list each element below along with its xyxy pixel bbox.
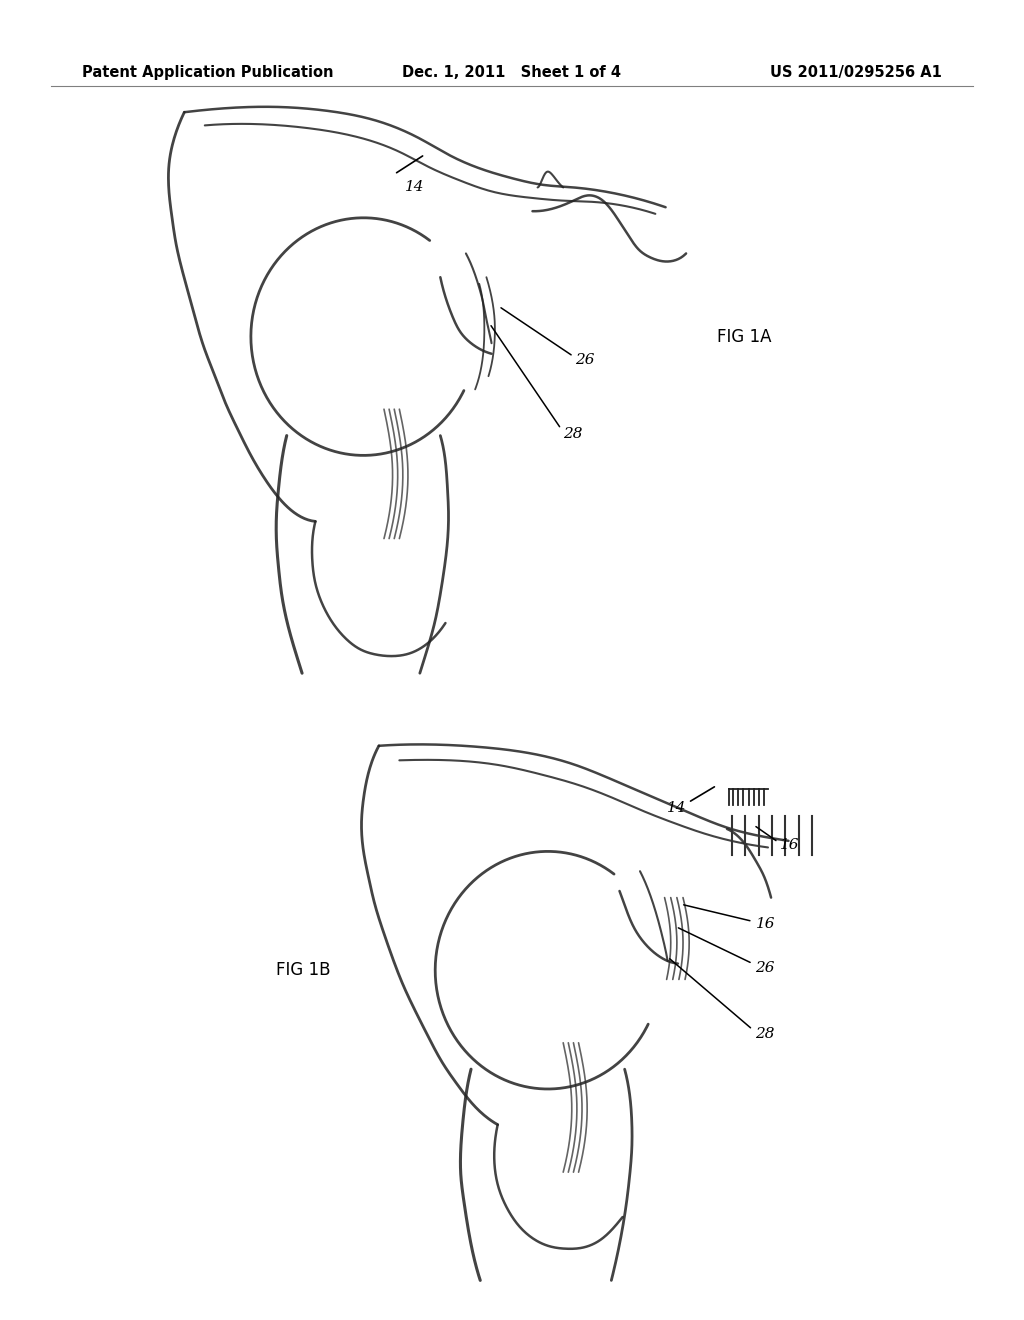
Text: 28: 28: [563, 428, 583, 441]
Text: Dec. 1, 2011   Sheet 1 of 4: Dec. 1, 2011 Sheet 1 of 4: [402, 65, 622, 81]
Text: FIG 1A: FIG 1A: [717, 327, 771, 346]
Text: 16: 16: [756, 917, 775, 931]
Text: 14: 14: [404, 181, 424, 194]
Text: US 2011/0295256 A1: US 2011/0295256 A1: [770, 65, 942, 81]
Text: 14: 14: [667, 801, 686, 814]
Text: 26: 26: [575, 354, 595, 367]
Text: 16: 16: [780, 838, 800, 851]
Text: FIG 1B: FIG 1B: [276, 961, 331, 979]
Text: 26: 26: [755, 961, 774, 974]
Text: Patent Application Publication: Patent Application Publication: [82, 65, 334, 81]
Text: 28: 28: [755, 1027, 774, 1040]
